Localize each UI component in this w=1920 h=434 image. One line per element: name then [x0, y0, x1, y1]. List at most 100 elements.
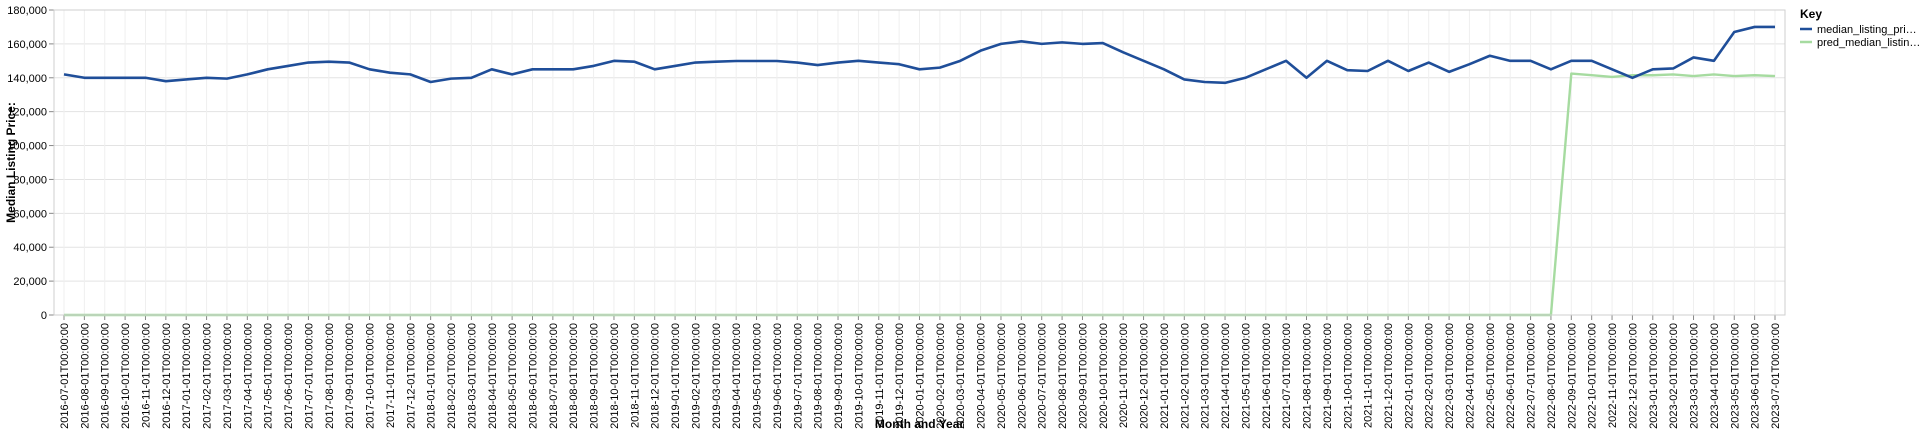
- x-tick-label: 2021-04-01T00:00:00: [1220, 323, 1232, 429]
- y-tick-label: 80,000: [13, 174, 47, 186]
- x-tick-label: 2022-12-01T00:00:00: [1627, 323, 1639, 429]
- x-tick-label: 2018-10-01T00:00:00: [609, 323, 621, 429]
- x-tick-label: 2017-04-01T00:00:00: [242, 323, 254, 429]
- x-tick-label: 2022-09-01T00:00:00: [1566, 323, 1578, 429]
- series-line-median-listing-price: [63, 25, 1775, 85]
- x-tick-label: 2016-10-01T00:00:00: [120, 323, 132, 429]
- x-tick-label: 2016-09-01T00:00:00: [100, 323, 112, 429]
- x-axis-ticks: 2016-07-01T00:00:00 2016-08-01T00:00:00 20…: [59, 315, 1782, 429]
- x-tick-label: 2018-04-01T00:00:00: [487, 323, 499, 429]
- x-tick-label: 2022-08-01T00:00:00: [1546, 323, 1558, 429]
- x-tick-label: 2021-09-01T00:00:00: [1322, 323, 1334, 429]
- x-tick-label: 2018-01-01T00:00:00: [426, 323, 438, 429]
- x-tick-label: 2020-09-01T00:00:00: [1077, 323, 1089, 429]
- plot-area-border: [53, 9, 1786, 316]
- x-tick-label: 2023-05-01T00:00:00: [1729, 323, 1741, 429]
- x-tick-label: 2017-09-01T00:00:00: [344, 323, 356, 429]
- x-tick-label: 2020-08-01T00:00:00: [1057, 323, 1069, 429]
- x-tick-label: 2021-10-01T00:00:00: [1342, 323, 1354, 429]
- x-tick-label: 2019-08-01T00:00:00: [813, 323, 825, 429]
- x-tick-label: 2017-11-01T00:00:00: [385, 323, 397, 428]
- x-tick-label: 2019-01-01T00:00:00: [670, 323, 682, 429]
- x-tick-label: 2019-11-01T00:00:00: [874, 323, 886, 428]
- x-tick-label: 2021-01-01T00:00:00: [1159, 323, 1171, 429]
- x-tick-label: 2022-11-01T00:00:00: [1607, 323, 1619, 428]
- legend-label: median_listing_pri…: [1817, 24, 1917, 36]
- y-tick-label: 140,000: [7, 73, 47, 85]
- x-tick-label: 2017-01-01T00:00:00: [181, 323, 193, 429]
- x-tick-label: 2019-09-01T00:00:00: [833, 323, 845, 429]
- x-tick-label: 2017-08-01T00:00:00: [324, 323, 336, 429]
- legend: Key median_listing_pri…pred_median_listi…: [1800, 7, 1920, 49]
- x-tick-label: 2020-04-01T00:00:00: [976, 323, 988, 429]
- x-tick-label: 2016-11-01T00:00:00: [140, 323, 152, 428]
- y-tick-label: 40,000: [13, 242, 47, 254]
- legend-title: Key: [1800, 7, 1822, 21]
- x-tick-label: 2017-12-01T00:00:00: [405, 323, 417, 429]
- x-tick-label: 2020-05-01T00:00:00: [996, 323, 1008, 429]
- x-tick-label: 2023-01-01T00:00:00: [1648, 323, 1660, 429]
- x-tick-label: 2019-05-01T00:00:00: [752, 323, 764, 429]
- x-tick-label: 2023-04-01T00:00:00: [1709, 323, 1721, 429]
- y-tick-label: 20,000: [13, 276, 47, 288]
- x-tick-label: 2018-07-01T00:00:00: [548, 323, 560, 429]
- x-tick-label: 2021-03-01T00:00:00: [1200, 323, 1212, 429]
- x-tick-label: 2023-03-01T00:00:00: [1689, 323, 1701, 429]
- x-tick-label: 2020-03-01T00:00:00: [955, 323, 967, 429]
- x-tick-label: 2018-06-01T00:00:00: [527, 323, 539, 429]
- gridlines: [54, 9, 1785, 316]
- y-tick-label: 60,000: [13, 208, 47, 220]
- x-tick-label: 2019-03-01T00:00:00: [711, 323, 723, 429]
- x-tick-label: 2020-06-01T00:00:00: [1016, 323, 1028, 429]
- x-tick-label: 2019-12-01T00:00:00: [894, 323, 906, 429]
- x-tick-label: 2020-02-01T00:00:00: [935, 323, 947, 429]
- x-tick-label: 2018-09-01T00:00:00: [589, 323, 601, 429]
- x-tick-label: 2022-06-01T00:00:00: [1505, 323, 1517, 429]
- x-tick-label: 2018-11-01T00:00:00: [629, 323, 641, 428]
- x-tick-label: 2016-12-01T00:00:00: [161, 323, 173, 429]
- y-tick-label: 120,000: [7, 107, 47, 119]
- x-tick-label: 2022-02-01T00:00:00: [1424, 323, 1436, 429]
- x-tick-label: 2021-08-01T00:00:00: [1302, 323, 1314, 429]
- x-tick-label: 2017-05-01T00:00:00: [263, 323, 275, 429]
- x-tick-label: 2020-07-01T00:00:00: [1037, 323, 1049, 429]
- x-tick-label: 2022-01-01T00:00:00: [1403, 323, 1415, 429]
- x-tick-label: 2020-11-01T00:00:00: [1118, 323, 1130, 428]
- x-tick-label: 2021-02-01T00:00:00: [1179, 323, 1191, 429]
- x-tick-label: 2017-07-01T00:00:00: [303, 323, 315, 429]
- x-tick-label: 2017-06-01T00:00:00: [283, 323, 295, 429]
- x-tick-label: 2019-02-01T00:00:00: [690, 323, 702, 429]
- y-tick-label: 160,000: [7, 39, 47, 51]
- x-tick-label: 2023-06-01T00:00:00: [1750, 323, 1762, 429]
- y-tick-label: 100,000: [7, 141, 47, 153]
- x-tick-label: 2019-06-01T00:00:00: [772, 323, 784, 429]
- x-tick-label: 2020-12-01T00:00:00: [1139, 323, 1151, 429]
- y-tick-label: 0: [41, 310, 47, 322]
- x-axis-title: Month and Year: [875, 417, 964, 431]
- x-tick-label: 2021-07-01T00:00:00: [1281, 323, 1293, 429]
- x-tick-label: 2022-10-01T00:00:00: [1587, 323, 1599, 429]
- x-tick-label: 2021-12-01T00:00:00: [1383, 323, 1395, 429]
- y-axis-title: Median Listing Price:: [4, 102, 18, 223]
- x-tick-label: 2021-06-01T00:00:00: [1261, 323, 1273, 429]
- x-tick-label: 2018-03-01T00:00:00: [466, 323, 478, 429]
- x-tick-label: 2016-07-01T00:00:00: [59, 323, 71, 429]
- x-tick-label: 2017-02-01T00:00:00: [202, 323, 214, 429]
- x-tick-label: 2016-08-01T00:00:00: [79, 323, 91, 429]
- x-tick-label: 2018-12-01T00:00:00: [650, 323, 662, 429]
- legend-label: pred_median_listin…: [1817, 37, 1920, 49]
- x-tick-label: 2017-03-01T00:00:00: [222, 323, 234, 429]
- x-tick-label: 2018-02-01T00:00:00: [446, 323, 458, 429]
- x-tick-label: 2020-10-01T00:00:00: [1098, 323, 1110, 429]
- x-tick-label: 2021-11-01T00:00:00: [1363, 323, 1375, 428]
- x-tick-label: 2019-07-01T00:00:00: [792, 323, 804, 429]
- x-tick-label: 2022-07-01T00:00:00: [1526, 323, 1538, 429]
- y-axis-ticks: 0 20,000 40,000 60,000 80,000 100,000 120,000 1…: [7, 5, 54, 322]
- x-tick-label: 2019-10-01T00:00:00: [853, 323, 865, 429]
- y-tick-label: 180,000: [7, 5, 47, 17]
- x-tick-label: 2022-04-01T00:00:00: [1464, 323, 1476, 429]
- x-tick-label: 2021-05-01T00:00:00: [1240, 323, 1252, 429]
- x-tick-label: 2018-08-01T00:00:00: [568, 323, 580, 429]
- x-tick-label: 2018-05-01T00:00:00: [507, 323, 519, 429]
